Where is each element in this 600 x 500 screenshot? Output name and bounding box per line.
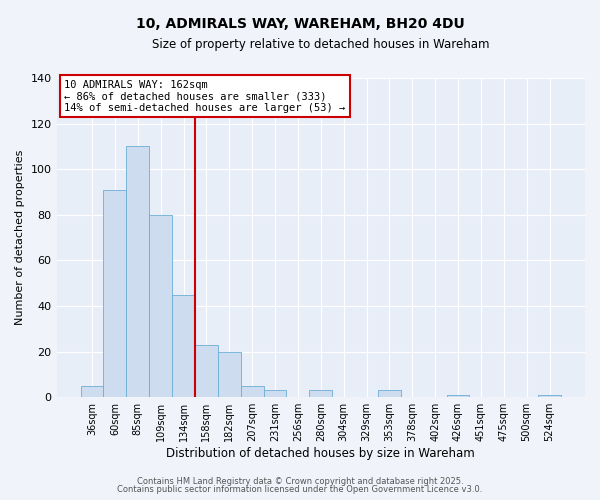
Bar — [149, 215, 172, 397]
Bar — [446, 395, 469, 397]
Bar — [80, 386, 103, 397]
Y-axis label: Number of detached properties: Number of detached properties — [15, 150, 25, 326]
Bar — [103, 190, 127, 397]
Text: Contains HM Land Registry data © Crown copyright and database right 2025.: Contains HM Land Registry data © Crown c… — [137, 477, 463, 486]
Bar — [241, 386, 263, 397]
Title: Size of property relative to detached houses in Wareham: Size of property relative to detached ho… — [152, 38, 490, 51]
Bar — [263, 390, 286, 397]
Text: 10, ADMIRALS WAY, WAREHAM, BH20 4DU: 10, ADMIRALS WAY, WAREHAM, BH20 4DU — [136, 18, 464, 32]
Bar — [172, 294, 195, 397]
Text: Contains public sector information licensed under the Open Government Licence v3: Contains public sector information licen… — [118, 485, 482, 494]
Bar — [378, 390, 401, 397]
X-axis label: Distribution of detached houses by size in Wareham: Distribution of detached houses by size … — [166, 447, 475, 460]
Bar — [127, 146, 149, 397]
Bar — [310, 390, 332, 397]
Bar — [218, 352, 241, 397]
Bar — [538, 395, 561, 397]
Text: 10 ADMIRALS WAY: 162sqm
← 86% of detached houses are smaller (333)
14% of semi-d: 10 ADMIRALS WAY: 162sqm ← 86% of detache… — [64, 80, 346, 113]
Bar — [195, 345, 218, 397]
